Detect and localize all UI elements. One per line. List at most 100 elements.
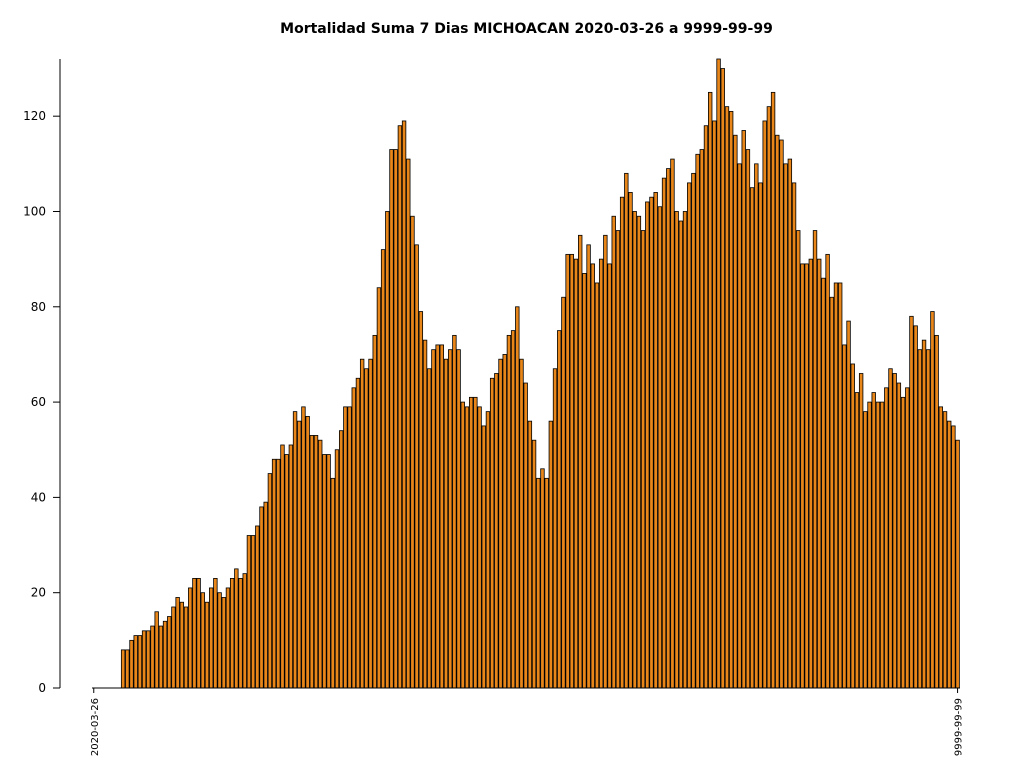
bar bbox=[930, 311, 935, 689]
bar bbox=[917, 349, 923, 689]
y-tick-label: 40 bbox=[31, 490, 46, 504]
bar bbox=[909, 315, 914, 689]
bar bbox=[494, 373, 499, 689]
bar bbox=[712, 120, 717, 689]
bar bbox=[188, 587, 193, 689]
bar bbox=[280, 444, 285, 689]
bar bbox=[326, 454, 331, 689]
bar bbox=[301, 406, 306, 689]
bar bbox=[330, 477, 335, 689]
bar bbox=[942, 411, 948, 689]
bar bbox=[183, 606, 189, 689]
bar bbox=[221, 597, 226, 689]
bar bbox=[846, 320, 851, 689]
bar bbox=[347, 406, 352, 689]
bar bbox=[632, 211, 637, 689]
y-tick-label: 0 bbox=[38, 681, 46, 695]
bar bbox=[271, 458, 277, 689]
bar bbox=[364, 368, 369, 689]
bar bbox=[154, 611, 159, 689]
bar bbox=[691, 172, 696, 689]
bar bbox=[531, 439, 537, 689]
bar bbox=[938, 406, 943, 689]
bar bbox=[498, 358, 503, 689]
bar bbox=[900, 396, 906, 689]
bar bbox=[670, 158, 675, 689]
bar bbox=[217, 592, 222, 689]
bar bbox=[502, 354, 507, 689]
y-tick-label: 20 bbox=[31, 586, 46, 600]
bar bbox=[297, 420, 302, 689]
bar bbox=[255, 525, 260, 689]
bar bbox=[397, 125, 403, 689]
bar bbox=[645, 201, 650, 689]
bar bbox=[745, 149, 751, 689]
bar bbox=[552, 368, 558, 689]
bar bbox=[842, 344, 847, 689]
bar bbox=[754, 163, 759, 689]
bar bbox=[225, 587, 231, 689]
bar bbox=[724, 106, 730, 689]
bar bbox=[640, 230, 646, 689]
bar bbox=[292, 411, 298, 689]
bar bbox=[607, 263, 612, 689]
bar bbox=[737, 163, 742, 689]
bar bbox=[666, 168, 671, 689]
bar bbox=[448, 349, 453, 689]
bar bbox=[523, 382, 528, 689]
bar bbox=[661, 177, 667, 689]
bar bbox=[687, 182, 692, 689]
bar bbox=[858, 373, 864, 689]
bar bbox=[779, 139, 784, 689]
bar bbox=[250, 535, 256, 689]
bar bbox=[263, 501, 268, 689]
bar bbox=[439, 344, 445, 689]
x-tick-label: 2020-03-26 bbox=[90, 698, 101, 756]
bar bbox=[519, 358, 524, 689]
bar bbox=[586, 244, 591, 689]
bar bbox=[573, 258, 579, 689]
bar bbox=[804, 263, 809, 689]
bar bbox=[133, 635, 138, 689]
bar bbox=[276, 458, 281, 689]
bar bbox=[682, 211, 688, 689]
bar bbox=[489, 377, 495, 689]
bar bbox=[229, 578, 235, 689]
bar bbox=[171, 606, 176, 689]
bar bbox=[456, 349, 461, 689]
bar bbox=[242, 573, 247, 689]
bar bbox=[649, 196, 654, 689]
bar bbox=[565, 253, 570, 689]
bar bbox=[703, 125, 709, 689]
bar bbox=[510, 330, 516, 689]
bar bbox=[674, 211, 679, 689]
bar bbox=[162, 620, 168, 689]
bar bbox=[464, 406, 470, 689]
bar-series bbox=[120, 58, 960, 689]
bar bbox=[334, 449, 340, 689]
bar bbox=[158, 625, 164, 689]
bar bbox=[628, 192, 633, 689]
bar bbox=[309, 435, 315, 689]
bar bbox=[318, 439, 323, 689]
bar bbox=[741, 130, 746, 689]
bar bbox=[838, 282, 843, 689]
bar bbox=[167, 616, 172, 689]
bar bbox=[951, 425, 956, 689]
bar bbox=[427, 368, 432, 689]
bar bbox=[716, 58, 721, 689]
bar bbox=[313, 435, 319, 689]
bar bbox=[615, 230, 621, 689]
bar bbox=[720, 68, 725, 689]
bar bbox=[204, 601, 210, 689]
bar bbox=[422, 339, 428, 689]
bar bbox=[410, 215, 415, 689]
bar bbox=[200, 592, 205, 689]
bar bbox=[431, 349, 436, 689]
bar bbox=[288, 444, 294, 689]
chart-title: Mortalidad Suma 7 Dias MICHOACAN 2020-03… bbox=[280, 21, 773, 37]
bar bbox=[473, 396, 478, 689]
y-tick-label: 80 bbox=[31, 300, 46, 314]
bar bbox=[578, 234, 583, 689]
